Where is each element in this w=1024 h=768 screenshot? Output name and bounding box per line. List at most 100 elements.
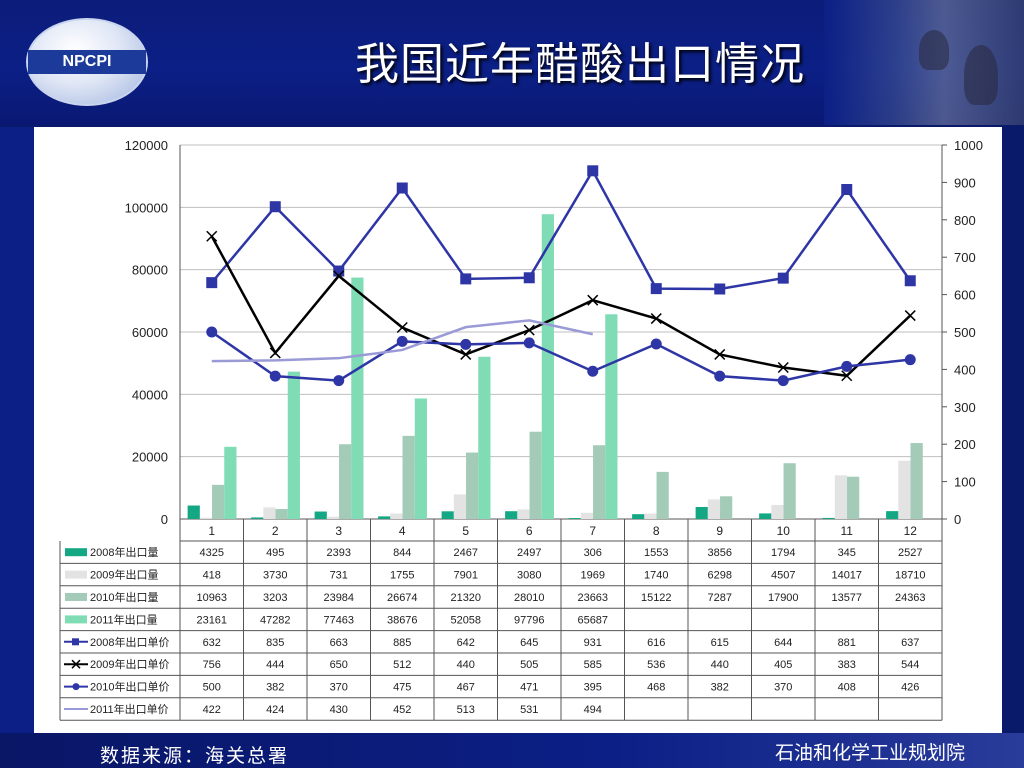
- bar-2-7: [580, 512, 594, 519]
- category-label: 3: [335, 524, 342, 538]
- table-cell: 731: [330, 570, 348, 582]
- table-cell: 6298: [708, 570, 732, 582]
- category-label: 7: [589, 524, 596, 538]
- bar-1-9: [695, 506, 708, 519]
- right-tick-label: 1000: [954, 138, 983, 153]
- table-cell: 756: [203, 659, 221, 671]
- table-cell: 615: [711, 637, 729, 649]
- table-cell: 77463: [323, 614, 354, 626]
- bar-2-4: [390, 513, 403, 519]
- slide-title: 我国近年醋酸出口情况: [355, 39, 805, 90]
- table-cell: 4325: [200, 547, 224, 559]
- bar-3-6: [529, 431, 542, 519]
- table-cell: 3730: [263, 570, 287, 582]
- series-name: 2009年出口单价: [90, 657, 169, 671]
- table-cell: 645: [520, 637, 538, 649]
- table-cell: 1740: [644, 570, 668, 582]
- bar-4-4: [414, 398, 427, 519]
- price-point-x: [904, 310, 916, 322]
- right-tick-label: 100: [954, 475, 976, 490]
- table-cell: 370: [774, 682, 792, 694]
- data-source: 数据来源：海关总署: [100, 745, 290, 767]
- export-chart: 0 20000 40000 60000 80000 100000 120000 0 100 200…: [59, 138, 983, 721]
- price-point-square: [650, 283, 662, 295]
- table-cell: 382: [266, 682, 284, 694]
- npcpi-logo: NPCPI: [26, 18, 148, 106]
- right-tick-label: 400: [954, 362, 976, 377]
- price-point-x: [587, 294, 599, 306]
- table-cell: 38676: [387, 614, 418, 626]
- person-silhouette: [964, 45, 998, 105]
- table-cell: 663: [330, 637, 348, 649]
- table-cell: 585: [584, 659, 602, 671]
- table-cell: 2393: [327, 547, 351, 559]
- right-tick-label: 0: [954, 512, 961, 527]
- table-cell: 7287: [708, 592, 732, 604]
- bar-1-3: [314, 511, 327, 519]
- price-point-circle: [714, 370, 726, 382]
- price-point-square: [396, 182, 408, 194]
- price-point-square: [777, 272, 789, 284]
- left-tick-label: 20000: [132, 450, 168, 465]
- table-cell: 531: [520, 704, 538, 716]
- category-label: 9: [716, 524, 723, 538]
- table-cell: 418: [203, 570, 221, 582]
- table-cell: 18710: [895, 570, 926, 582]
- price-point-circle: [777, 375, 789, 387]
- table-cell: 632: [203, 637, 221, 649]
- legend-key-bar: [65, 593, 87, 601]
- table-cell: 1794: [771, 547, 795, 559]
- table-cell: 1553: [644, 547, 668, 559]
- bar-3-8: [656, 471, 669, 519]
- price-point-square: [841, 184, 853, 196]
- table-cell: 383: [838, 659, 856, 671]
- table-cell: 468: [647, 682, 665, 694]
- table-cell: 440: [711, 659, 729, 671]
- bar-3-5: [466, 452, 479, 519]
- table-cell: 440: [457, 659, 475, 671]
- table-cell: 306: [584, 547, 602, 559]
- bar-4-5: [478, 356, 491, 519]
- left-tick-label: 80000: [132, 263, 168, 278]
- bar-1-12: [886, 511, 899, 519]
- table-cell: 2497: [517, 547, 541, 559]
- table-cell: 475: [393, 682, 411, 694]
- price-point-circle: [523, 337, 535, 349]
- price-line-4: [211, 319, 594, 363]
- bar-4-6: [541, 214, 554, 520]
- table-cell: 513: [457, 704, 475, 716]
- bar-3-1: [212, 484, 225, 519]
- price-point-circle: [904, 354, 916, 366]
- header-photo: [824, 0, 1024, 125]
- table-cell: 426: [901, 682, 919, 694]
- table-cell: 452: [393, 704, 411, 716]
- left-tick-label: 0: [161, 512, 168, 527]
- bar-2-2: [263, 507, 276, 519]
- table-cell: 1755: [390, 570, 414, 582]
- right-tick-label: 500: [954, 325, 976, 340]
- price-point-x: [396, 321, 408, 334]
- price-point-circle: [333, 375, 345, 387]
- left-margin-bar: [0, 127, 34, 733]
- price-point-circle: [269, 370, 281, 382]
- table-cell: 405: [774, 659, 792, 671]
- price-point-x: [523, 324, 535, 336]
- table-cell: 47282: [260, 614, 291, 626]
- price-point-square: [206, 277, 218, 289]
- bar-3-12: [910, 443, 923, 519]
- table-cell: 3856: [708, 547, 732, 559]
- category-label: 2: [272, 524, 279, 538]
- price-point-x: [841, 370, 853, 382]
- price-point-square: [333, 265, 345, 277]
- table-cell: 844: [393, 547, 411, 559]
- table-cell: 17900: [768, 592, 799, 604]
- bar-3-4: [402, 435, 415, 519]
- price-point-x: [333, 270, 345, 282]
- table-cell: 4507: [771, 570, 795, 582]
- table-cell: 444: [266, 659, 284, 671]
- table-cell: 430: [330, 704, 348, 716]
- bar-4-1: [224, 446, 237, 519]
- price-point-x: [460, 348, 472, 360]
- table-cell: 370: [330, 682, 348, 694]
- table-cell: 52058: [450, 614, 481, 626]
